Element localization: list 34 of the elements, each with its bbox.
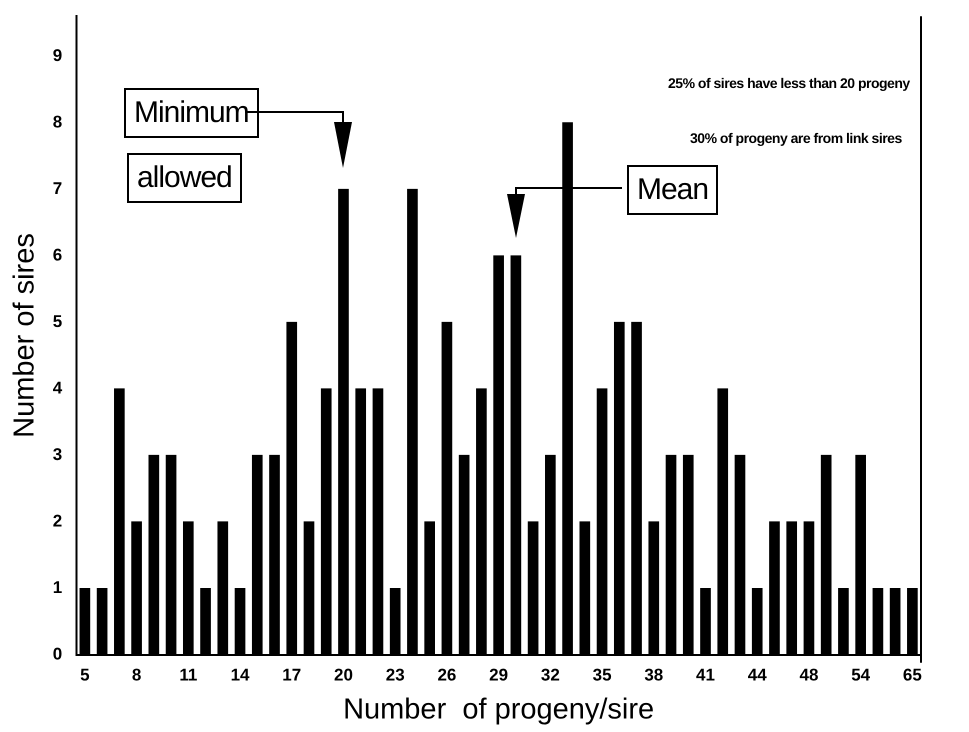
y-tick-label: 5 — [52, 312, 62, 331]
x-tick-label: 23 — [386, 666, 405, 685]
x-tick-label: 65 — [902, 666, 922, 685]
y-tick-label: 4 — [52, 378, 63, 398]
y-tick-label: 0 — [52, 644, 62, 664]
x-tick-label: 26 — [437, 666, 456, 685]
x-axis-title: Number of progeny/sire — [343, 694, 654, 726]
x-tick-label: 44 — [748, 666, 768, 685]
x-tick-label: 32 — [540, 666, 560, 685]
x-tick-label: 11 — [179, 666, 198, 685]
y-tick-label: 1 — [52, 578, 62, 597]
x-tick-label: 17 — [282, 666, 302, 685]
x-tick-label: 29 — [489, 666, 508, 685]
x-tick-label: 38 — [644, 666, 664, 685]
y-axis-title: Number of sires — [8, 233, 40, 438]
x-tick-label: 14 — [230, 666, 250, 685]
y-tick-label: 6 — [52, 245, 62, 264]
annotation: 25% of sires have less than 20 progeny — [668, 75, 910, 91]
x-tick-label: 5 — [80, 666, 90, 685]
y-tick-label: 2 — [52, 511, 62, 530]
x-tick-label: 8 — [132, 666, 142, 685]
annotation: allowed — [127, 153, 242, 203]
y-tick-label: 8 — [52, 112, 62, 132]
y-tick-label: 3 — [52, 444, 62, 464]
x-tick-label: 41 — [696, 666, 715, 685]
annotation: Mean — [627, 165, 718, 215]
annotation: 30% of progeny are from link sires — [690, 130, 902, 146]
x-tick-label: 54 — [851, 666, 871, 685]
annotation: Minimum — [124, 88, 259, 138]
y-tick-label: 9 — [52, 46, 62, 65]
x-tick-label: 35 — [592, 666, 612, 685]
x-tick-label: 48 — [799, 666, 818, 685]
x-tick-label: 20 — [334, 666, 353, 685]
y-tick-label: 7 — [52, 178, 62, 198]
